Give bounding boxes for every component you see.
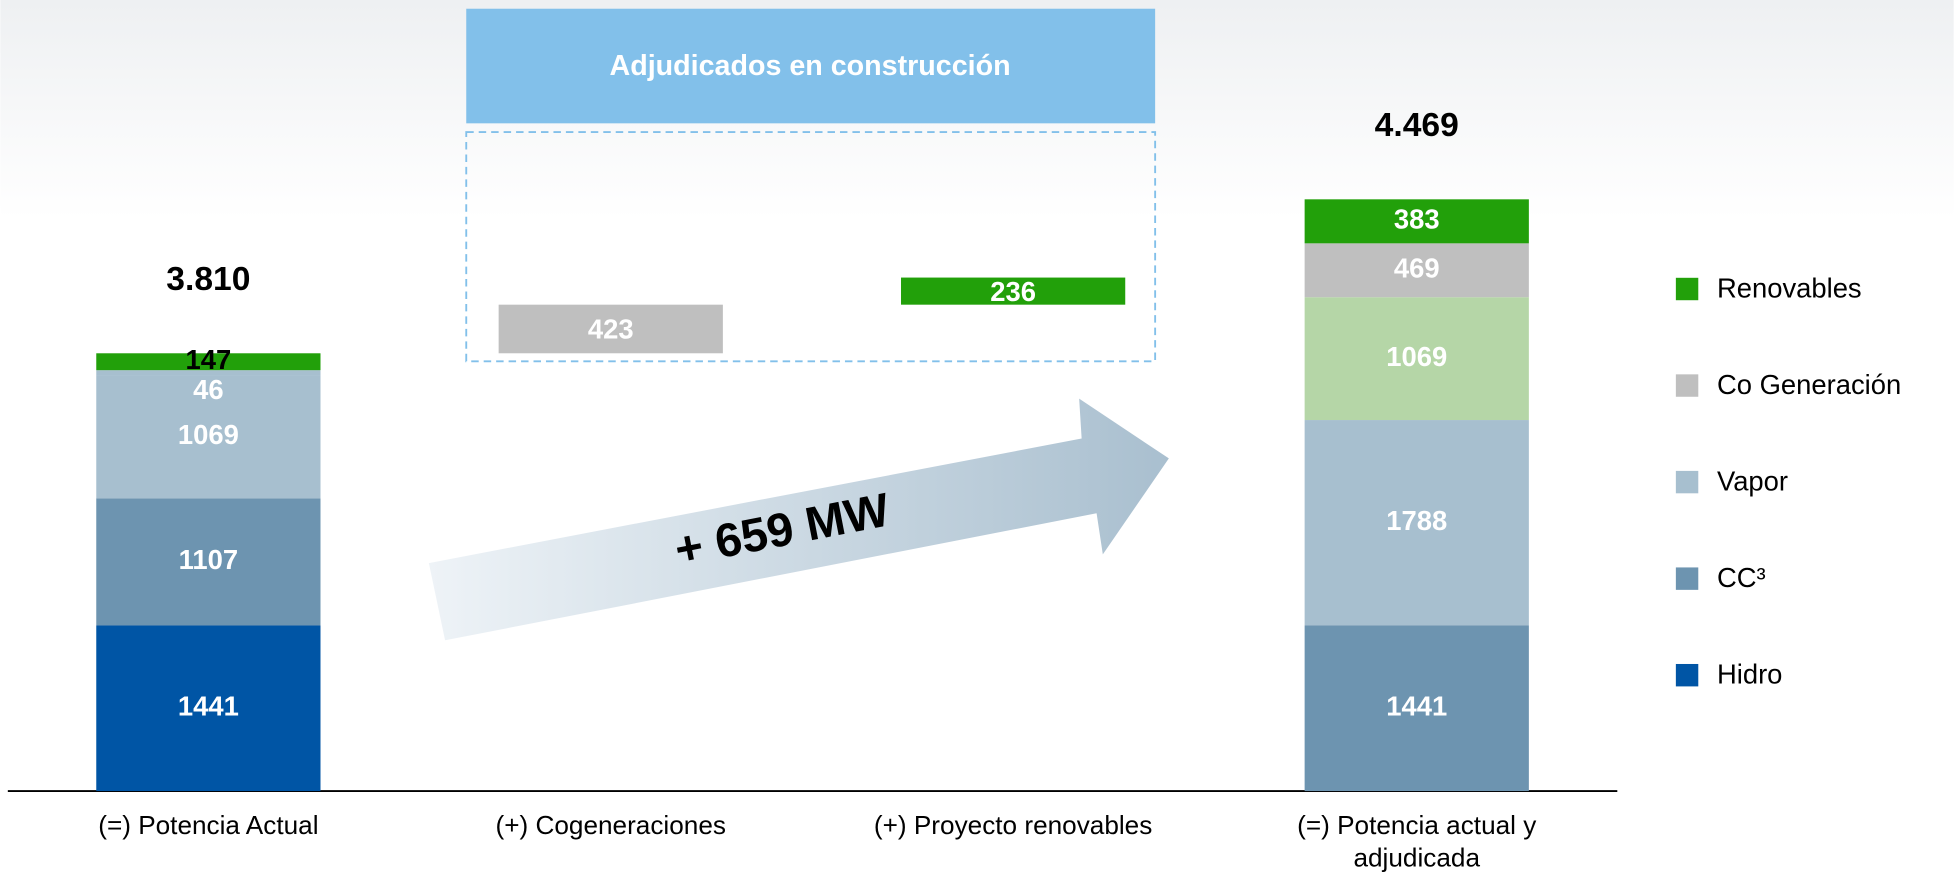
header: Adjudicados en construcción [610,50,1011,82]
data-label: 1107 [179,544,238,575]
data-label: 147 [186,344,232,375]
bar-segment [1304,199,1529,244]
bar-segment [1304,297,1529,421]
legend-swatch [1675,374,1699,397]
step-bar [498,304,723,354]
legend-swatch [1675,663,1699,687]
bar-segment [96,375,321,499]
bar-segment [96,353,321,371]
data-label: 1441 [1386,690,1447,721]
x-tick-label: (+) Cogeneraciones [496,810,726,840]
bar-segment [96,625,321,792]
data-label: 1069 [1386,341,1447,372]
data-label: 423 [588,314,634,345]
data-label: 1069 [178,419,239,450]
dashed-box [465,131,1157,363]
bar-segment [1304,243,1529,298]
legend-label: Vapor [1717,466,1788,497]
legend-swatch [1675,567,1699,590]
legend-label: Co Generación [1717,369,1901,400]
arrow [428,398,1169,641]
step-bar [901,277,1126,305]
bar-segment [96,370,321,376]
x-tick-label: (+) Proyecto renovables [874,810,1152,840]
data-label: 1441 [178,690,239,721]
legend-label: Hidro [1717,659,1782,690]
data-label: 1788 [1386,505,1447,536]
bar-segment [1304,625,1529,792]
legend-label: CC³ [1717,562,1766,593]
bar-segment [1304,420,1529,626]
data-label: 469 [1394,253,1440,284]
total-label: 3.810 [166,261,250,298]
legend-swatch [1675,470,1699,494]
legend-label: Renovables [1717,272,1862,303]
data-label: 383 [1394,204,1440,235]
legend-swatch [1675,277,1699,301]
header-box [466,8,1156,124]
bar-segment [96,498,321,626]
x-tick-label: (=) Potencia Actual [98,810,318,840]
data-label: 236 [990,276,1036,307]
x-tick-label: (=) Potencia actual y adjudicada [1297,810,1537,872]
data-label: 46 [193,374,223,405]
total-label: 4.469 [1375,107,1459,144]
